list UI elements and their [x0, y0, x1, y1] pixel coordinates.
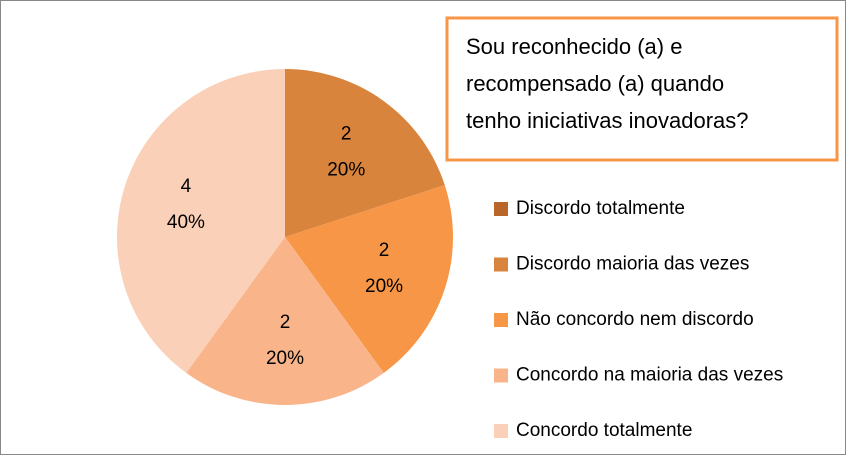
pie-slice [285, 185, 453, 373]
data-label: 2 [341, 124, 352, 145]
data-label: 2 [379, 240, 390, 261]
pie-slice [186, 237, 384, 406]
data-label: 40% [167, 212, 205, 233]
pie-slice [116, 69, 285, 373]
legend-swatch [494, 424, 508, 438]
data-label: 20% [266, 348, 304, 369]
data-label: 4 [181, 176, 192, 197]
legend-swatch [494, 368, 508, 383]
chart-title: recompensado (a) quando [466, 71, 724, 96]
legend-swatch [494, 202, 508, 216]
legend-label: Não concordo nem discordo [516, 309, 754, 330]
data-label: 20% [365, 276, 403, 297]
legend-label: Discordo totalmente [516, 198, 685, 219]
data-label: 2 [280, 312, 291, 333]
legend-label: Concordo na maioria das vezes [516, 365, 783, 386]
pie-slice [285, 69, 445, 237]
legend-label: Concordo totalmente [516, 420, 692, 441]
data-label: 20% [327, 160, 365, 181]
title-box [445, 16, 839, 162]
legend-swatch [494, 257, 508, 272]
legend-swatch [494, 313, 508, 327]
legend-label: Discordo maioria das vezes [516, 254, 749, 275]
chart-title: tenho iniciativas inovadoras? [466, 108, 749, 133]
chart-title: Sou reconhecido (a) e [466, 34, 682, 59]
